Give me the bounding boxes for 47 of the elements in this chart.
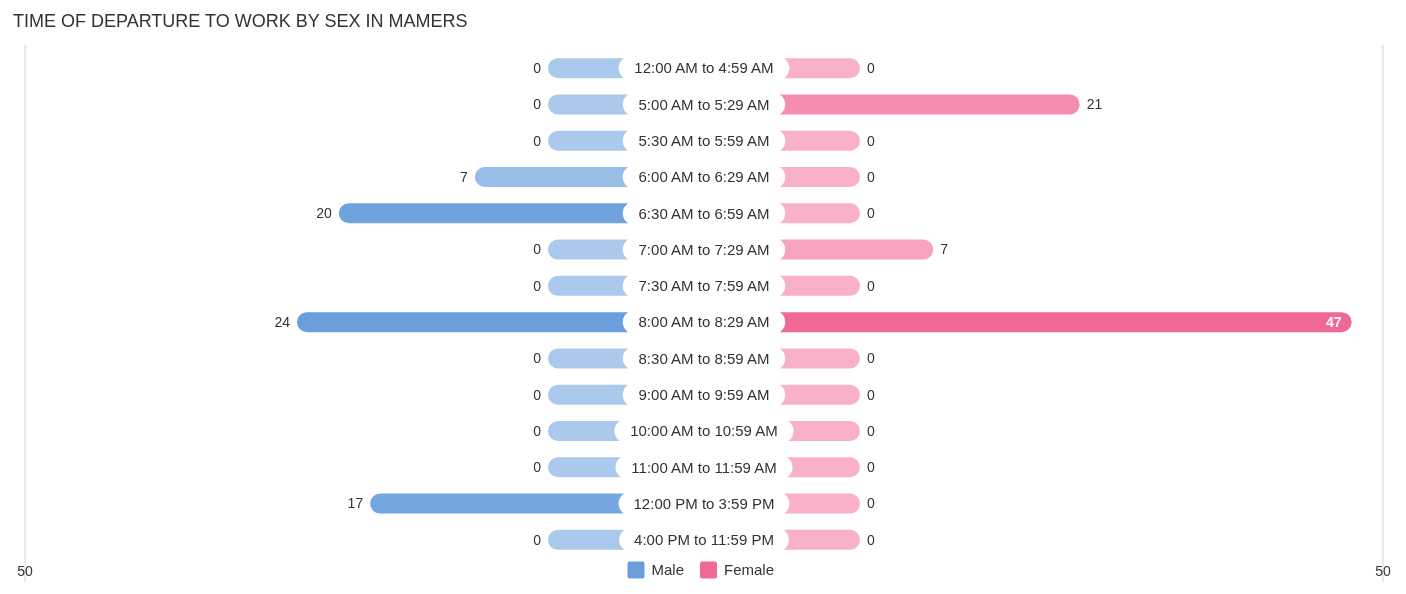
data-label: 0: [533, 386, 542, 403]
data-label: 21: [1086, 96, 1103, 113]
y-tick-label: 9:00 AM to 9:59 AM: [638, 385, 770, 403]
data-label: 24: [274, 314, 291, 331]
data-label: 20: [316, 205, 333, 222]
y-tick-label: 11:00 AM to 11:59 AM: [631, 458, 777, 476]
x-tick-label: 50: [17, 562, 33, 579]
data-label: 0: [867, 495, 875, 512]
data-label: 0: [533, 60, 542, 77]
y-tick-label: 5:00 AM to 5:29 AM: [638, 95, 770, 113]
data-label: 0: [533, 132, 542, 149]
chart-title: TIME OF DEPARTURE TO WORK BY SEX IN MAMERS: [13, 11, 468, 31]
data-label: 0: [867, 350, 875, 367]
data-label: 0: [867, 531, 875, 548]
data-label: 7: [459, 168, 468, 185]
data-label: 0: [533, 350, 542, 367]
data-label: 0: [533, 277, 542, 294]
y-tick-label: 12:00 PM to 3:59 PM: [633, 494, 775, 512]
y-tick-label: 8:30 AM to 8:59 AM: [638, 349, 770, 367]
y-tick-label: 7:00 AM to 7:29 AM: [638, 240, 770, 258]
data-label: 0: [867, 60, 875, 77]
data-label: 17: [347, 495, 364, 512]
y-tick-label: 4:00 PM to 11:59 PM: [634, 531, 774, 549]
data-label: 0: [867, 422, 875, 439]
data-label: 0: [867, 386, 875, 403]
data-label: 0: [867, 459, 875, 476]
y-tick-label: 7:30 AM to 7:59 AM: [638, 277, 770, 295]
data-label: 0: [867, 277, 875, 294]
x-tick-label: 50: [1375, 562, 1391, 579]
y-tick-label: 6:30 AM to 6:59 AM: [638, 204, 770, 222]
y-tick-label: 10:00 AM to 10:59 AM: [630, 422, 778, 440]
data-label: 0: [533, 459, 542, 476]
y-tick-label: 12:00 AM to 4:59 AM: [634, 59, 774, 77]
data-label: 0: [867, 132, 875, 149]
data-label: 0: [533, 422, 542, 439]
data-label: 0: [867, 168, 875, 185]
y-tick-label: 6:00 AM to 6:29 AM: [638, 168, 770, 186]
legend-label: Female: [724, 561, 775, 579]
data-label: 0: [533, 241, 542, 258]
data-label: 0: [867, 205, 875, 222]
data-label: 7: [940, 241, 949, 258]
y-tick-label: 8:00 AM to 8:29 AM: [638, 313, 770, 331]
data-label: 0: [533, 531, 542, 548]
y-tick-label: 5:30 AM to 5:59 AM: [638, 131, 770, 149]
data-label: 47: [1326, 314, 1342, 331]
data-label: 0: [533, 96, 542, 113]
legend-label: Male: [651, 561, 684, 579]
